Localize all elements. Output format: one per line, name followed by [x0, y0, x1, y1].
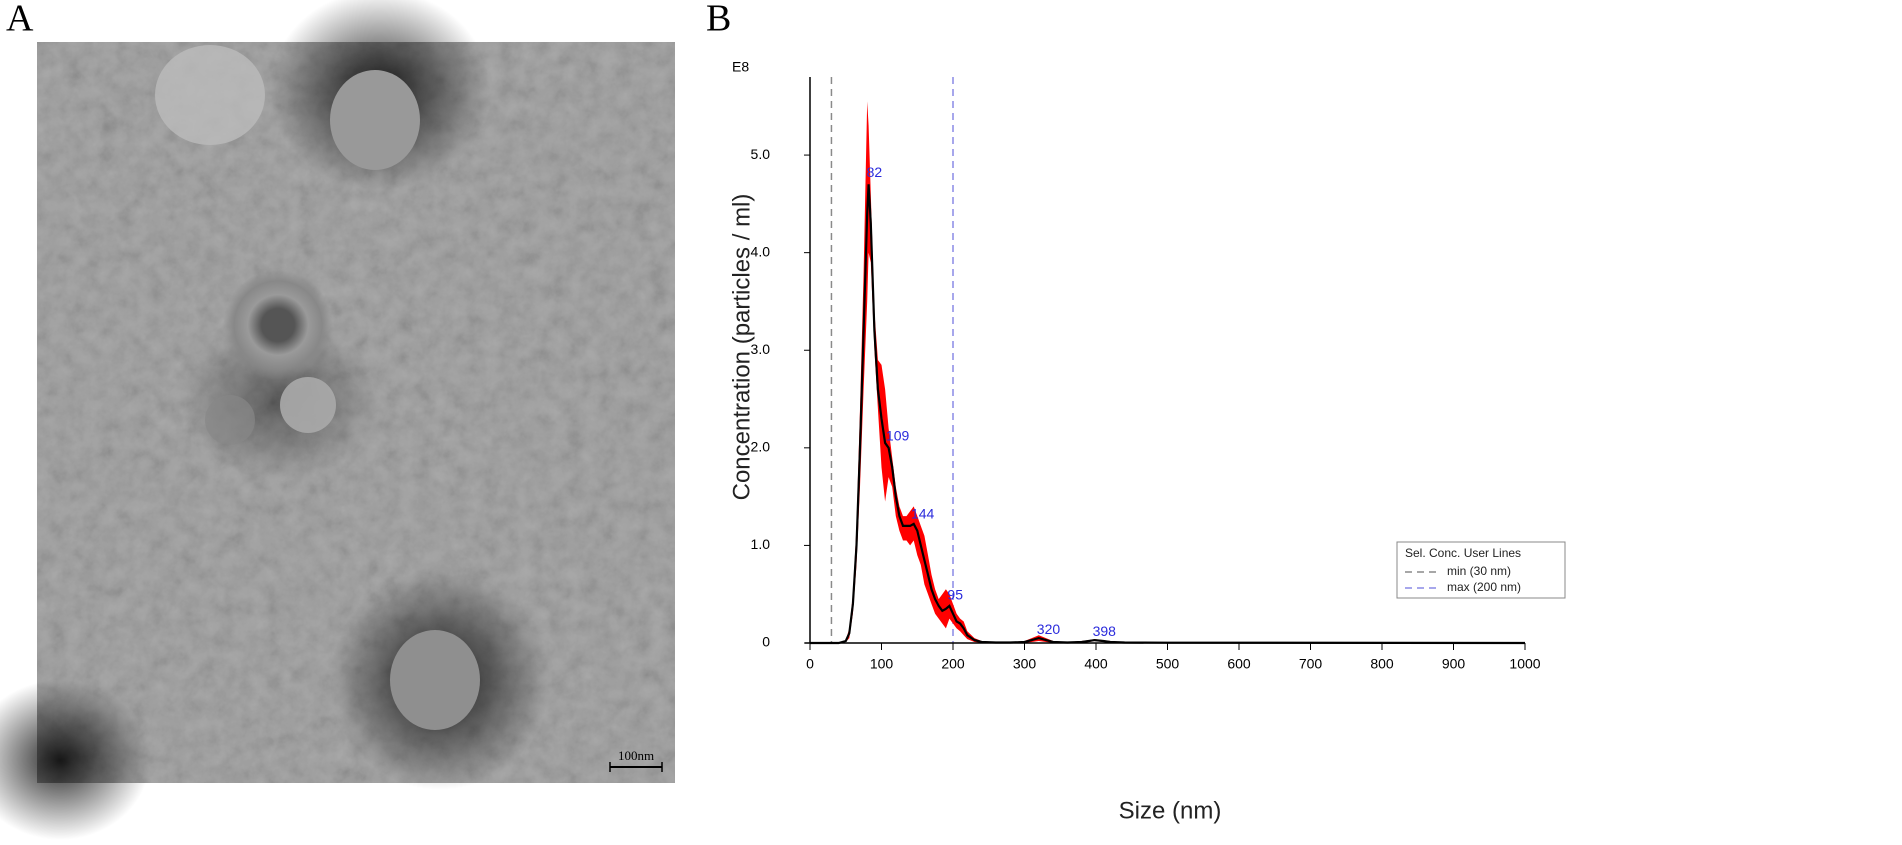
peak-label: 95	[947, 587, 963, 603]
peak-label: 82	[867, 164, 883, 180]
y-tick-label: 0	[762, 634, 770, 650]
x-tick-label: 100	[870, 656, 894, 672]
peak-label: 109	[886, 428, 910, 444]
plot: 0 1.0 2.0 3.0 4.0 5.0 0 100 200 300 400 500 600 700 80…	[751, 77, 1566, 672]
y-tick-label: 3.0	[751, 341, 771, 357]
x-tick-label: 500	[1156, 656, 1180, 672]
x-tick-label: 1000	[1509, 656, 1540, 672]
mean-line	[810, 184, 1526, 645]
x-tick-label: 700	[1299, 656, 1323, 672]
x-tick-label: 200	[941, 656, 965, 672]
legend-title: Sel. Conc. User Lines	[1405, 546, 1521, 560]
legend-label: max (200 nm)	[1447, 580, 1521, 594]
x-axis-title: Size (nm)	[1119, 797, 1222, 824]
legend-box	[1396, 541, 1566, 599]
y-tick-label: 4.0	[751, 243, 771, 259]
x-tick-label: 400	[1084, 656, 1108, 672]
x-tick-label: 0	[806, 656, 814, 672]
x-tick-label: 900	[1442, 656, 1466, 672]
y-tick-label: 5.0	[751, 146, 771, 162]
legend-label: min (30 nm)	[1447, 564, 1511, 578]
multiplier-label: E8	[732, 59, 749, 75]
panel-label: A	[6, 0, 34, 40]
x-tick-label: 600	[1227, 656, 1251, 672]
y-tick-label: 2.0	[751, 439, 771, 455]
y-tick-label: 1.0	[751, 536, 771, 552]
peak-label: 144	[911, 506, 935, 522]
x-tick-label: 800	[1370, 656, 1394, 672]
x-tick-label: 300	[1013, 656, 1037, 672]
y-axis-title: Concentration (particles / ml)	[728, 194, 755, 501]
micrograph	[0, 0, 675, 840]
peak-label: 320	[1037, 621, 1061, 637]
scale-bar-label: 100nm	[618, 748, 654, 763]
panel-label: B	[706, 0, 731, 40]
peak-label: 398	[1093, 623, 1117, 639]
